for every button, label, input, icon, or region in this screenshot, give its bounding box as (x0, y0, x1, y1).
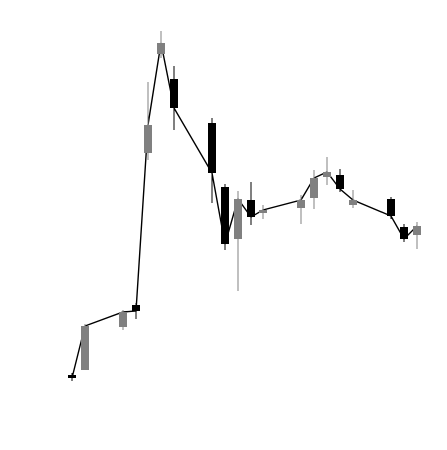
candle-body-up (413, 226, 421, 235)
candle-7 (170, 66, 178, 130)
close-price-line (71, 42, 418, 379)
candle-body-down (208, 123, 216, 173)
candle-17 (349, 190, 357, 208)
candle-4 (132, 303, 140, 319)
candle-body-up (310, 178, 318, 198)
candle-1 (68, 373, 76, 381)
candle-16 (336, 169, 344, 192)
candle-18 (387, 197, 395, 219)
candle-3 (119, 310, 127, 330)
candle-body-down (170, 79, 178, 108)
candle-5 (144, 82, 152, 160)
candle-body-down (387, 199, 395, 216)
candle-body-down (68, 375, 76, 378)
candles-layer (68, 31, 421, 381)
candle-body-down (247, 200, 255, 217)
candle-6 (157, 31, 165, 58)
candle-2 (81, 324, 89, 370)
candle-body-up (259, 210, 267, 213)
candle-8 (208, 118, 216, 203)
candle-14 (310, 170, 318, 209)
candle-body-up (157, 43, 165, 54)
candle-19 (400, 224, 408, 242)
candle-13 (297, 195, 305, 224)
candle-body-up (349, 200, 357, 205)
candle-body-down (221, 187, 229, 244)
candle-body-down (132, 305, 140, 311)
candle-body-up (297, 200, 305, 208)
candle-15 (323, 157, 331, 185)
candle-9 (221, 184, 229, 250)
candle-11 (247, 182, 255, 225)
candle-body-up (144, 125, 152, 153)
candle-10 (234, 191, 242, 291)
candle-body-down (400, 227, 408, 239)
candle-20 (413, 222, 421, 249)
candle-body-up (81, 326, 89, 370)
candle-body-down (336, 175, 344, 189)
candle-body-up (119, 312, 127, 327)
close-price-line-layer (71, 42, 418, 379)
candle-12 (259, 205, 267, 219)
candle-body-up (234, 199, 242, 239)
candle-body-up (323, 172, 331, 177)
